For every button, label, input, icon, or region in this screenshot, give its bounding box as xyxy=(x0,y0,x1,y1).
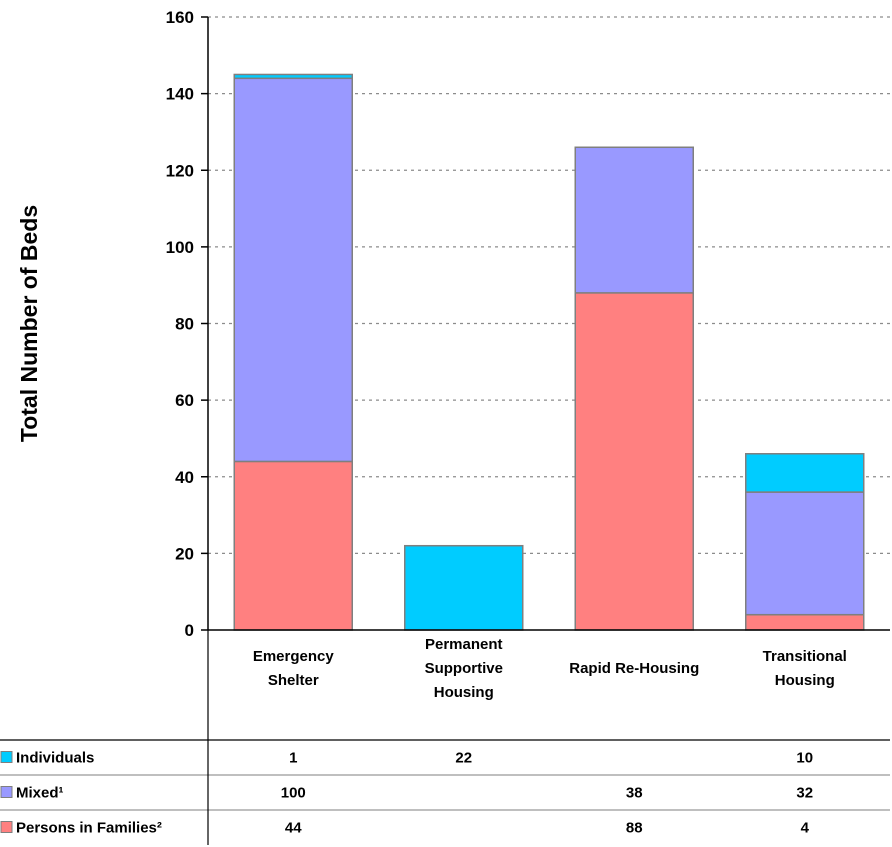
table-cell-value: 38 xyxy=(626,785,643,802)
table-cell-value: 100 xyxy=(281,785,306,802)
legend-key xyxy=(0,751,13,763)
table-cell-value: 32 xyxy=(796,785,813,802)
x-category-label: Emergency Shelter xyxy=(253,648,335,689)
y-tick-label: 40 xyxy=(175,468,194,487)
data-table: Individuals 1 22 10 Mixed¹ 100 38 32 Persons in … xyxy=(0,630,890,845)
bar-segment xyxy=(404,544,524,631)
x-category-label: Transitional Housing xyxy=(763,648,847,689)
legend-key xyxy=(0,786,13,798)
bar-segment xyxy=(574,146,694,294)
x-category-label-line: Transitional xyxy=(763,648,847,665)
table-cell-value: 10 xyxy=(796,750,813,767)
x-category-label-line: Housing xyxy=(434,684,494,701)
x-category-label-line: Housing xyxy=(775,672,835,689)
bar-segment xyxy=(745,491,865,616)
table-cell-value: 88 xyxy=(626,820,643,837)
x-category-label: Rapid Re-Housing xyxy=(569,660,699,677)
y-tick-label: 100 xyxy=(166,238,194,257)
labels: 0 20 40 60 80 100 120 140 160 Total Number of Bed… xyxy=(16,8,847,701)
bar-segment xyxy=(233,77,353,463)
bar-segment xyxy=(233,460,353,631)
table-series-label: Individuals xyxy=(16,750,94,767)
y-tick-label: 0 xyxy=(185,621,194,640)
y-tick-label: 80 xyxy=(175,315,194,334)
x-category-label-line: Supportive xyxy=(425,660,503,677)
legend-key xyxy=(0,821,13,833)
x-category-label-line: Permanent xyxy=(425,636,503,653)
y-tick-label: 60 xyxy=(175,391,194,410)
axes xyxy=(201,16,890,631)
table-cell-value: 4 xyxy=(801,820,810,837)
table-cell-value: 44 xyxy=(285,820,302,837)
table-series-label: Mixed¹ xyxy=(16,785,64,802)
table-series-label: Persons in Families² xyxy=(16,820,162,837)
x-category-label-line: Shelter xyxy=(268,672,319,689)
table-cell-value: 1 xyxy=(289,750,297,767)
y-tick-label: 140 xyxy=(166,85,194,104)
y-tick-label: 120 xyxy=(166,161,194,180)
x-category-label-line: Rapid Re-Housing xyxy=(569,660,699,677)
table-cell-value: 22 xyxy=(455,750,472,767)
bar-segment xyxy=(233,73,353,80)
y-tick-label: 160 xyxy=(166,8,194,27)
bar-segment xyxy=(745,613,865,631)
y-tick-label: 20 xyxy=(175,544,194,563)
x-category-label: Permanent Supportive Housing xyxy=(425,636,503,701)
bars xyxy=(233,73,865,631)
bar-segment xyxy=(745,453,865,493)
bar-segment xyxy=(574,292,694,631)
x-category-label-line: Emergency xyxy=(253,648,335,665)
y-axis-label: Total Number of Beds xyxy=(16,205,42,442)
